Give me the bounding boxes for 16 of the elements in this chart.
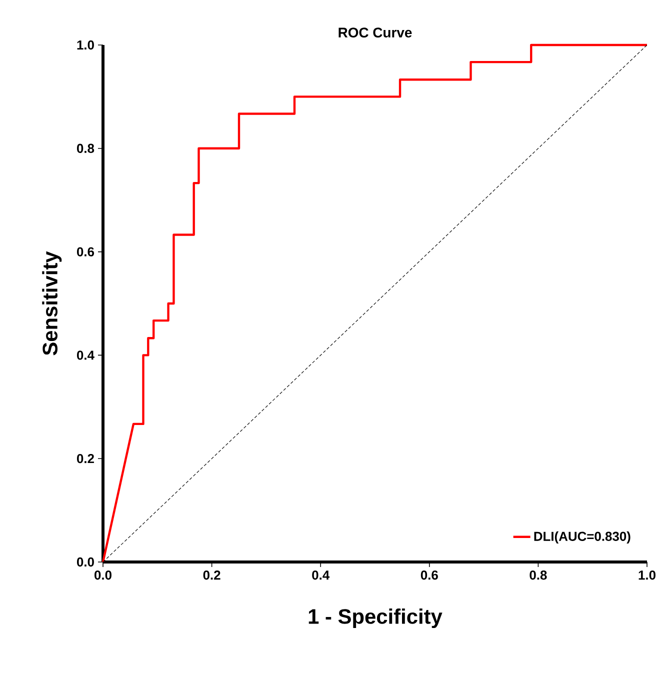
x-tick-label: 1.0 [638,570,656,580]
y-axis-title: Sensitivity [42,251,62,356]
x-tick-label: 0.0 [94,570,112,580]
x-tick-label: 0.8 [530,570,547,580]
x-tick-label: 0.4 [312,570,330,580]
x-tick-label: 0.2 [203,570,220,580]
y-tick-label: 0.0 [76,557,94,567]
y-tick-label: 0.4 [76,350,94,360]
legend-label: DLI(AUC=0.830) [534,531,630,544]
y-tick-label: 0.6 [76,247,94,256]
chart-title: ROC Curve [338,28,412,38]
x-axis-title: 1 - Specificity [308,608,442,628]
x-tick-label: 0.6 [420,570,438,580]
y-tick-label: 0.2 [76,454,94,464]
y-tick-label: 0.8 [76,144,94,153]
y-tick-label: 1.0 [77,40,94,50]
